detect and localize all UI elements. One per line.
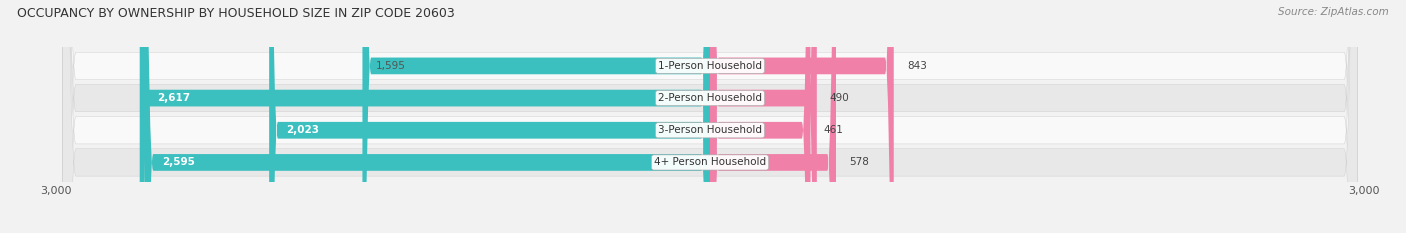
FancyBboxPatch shape bbox=[63, 0, 1357, 233]
FancyBboxPatch shape bbox=[710, 0, 817, 233]
FancyBboxPatch shape bbox=[63, 0, 1357, 233]
FancyBboxPatch shape bbox=[139, 0, 710, 233]
Text: Source: ZipAtlas.com: Source: ZipAtlas.com bbox=[1278, 7, 1389, 17]
FancyBboxPatch shape bbox=[63, 0, 1357, 233]
Text: 578: 578 bbox=[849, 158, 869, 168]
Text: 843: 843 bbox=[907, 61, 927, 71]
Text: 3-Person Household: 3-Person Household bbox=[658, 125, 762, 135]
Text: OCCUPANCY BY OWNERSHIP BY HOUSEHOLD SIZE IN ZIP CODE 20603: OCCUPANCY BY OWNERSHIP BY HOUSEHOLD SIZE… bbox=[17, 7, 454, 20]
FancyBboxPatch shape bbox=[269, 0, 710, 233]
Text: 1-Person Household: 1-Person Household bbox=[658, 61, 762, 71]
FancyBboxPatch shape bbox=[710, 0, 810, 233]
Text: 2,595: 2,595 bbox=[162, 158, 195, 168]
Text: 461: 461 bbox=[824, 125, 844, 135]
FancyBboxPatch shape bbox=[363, 0, 710, 233]
FancyBboxPatch shape bbox=[145, 0, 710, 233]
FancyBboxPatch shape bbox=[63, 0, 1357, 233]
Text: 2-Person Household: 2-Person Household bbox=[658, 93, 762, 103]
Text: 2,617: 2,617 bbox=[157, 93, 190, 103]
Text: 4+ Person Household: 4+ Person Household bbox=[654, 158, 766, 168]
FancyBboxPatch shape bbox=[710, 0, 894, 233]
FancyBboxPatch shape bbox=[710, 0, 837, 233]
Text: 490: 490 bbox=[830, 93, 849, 103]
Text: 2,023: 2,023 bbox=[287, 125, 319, 135]
Text: 1,595: 1,595 bbox=[375, 61, 405, 71]
